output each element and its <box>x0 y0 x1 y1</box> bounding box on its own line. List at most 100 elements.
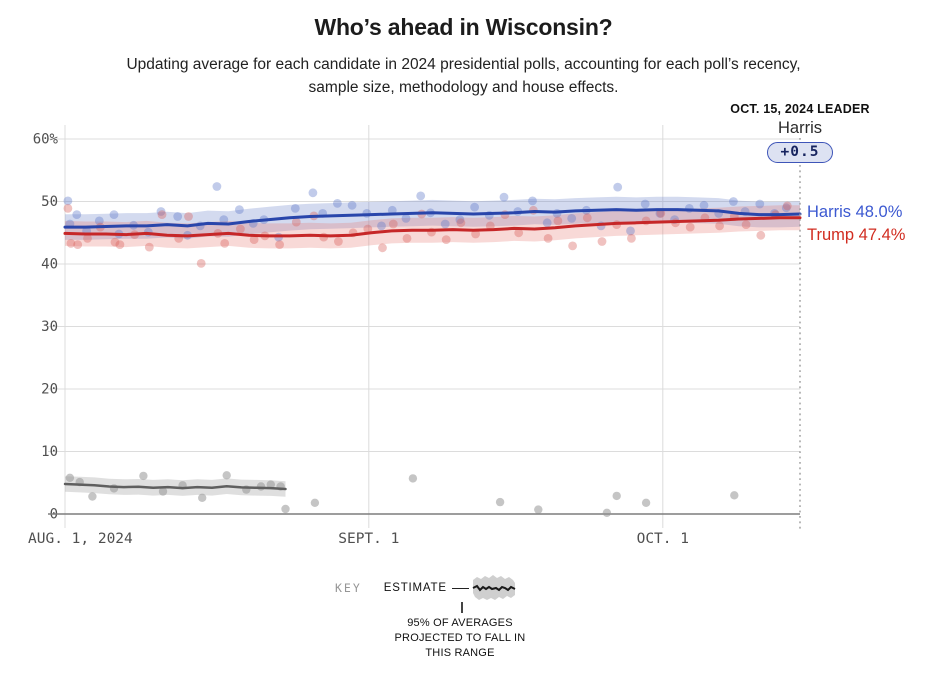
trump-end-label: Trump 47.4% <box>807 226 906 244</box>
harris-end-label: Harris 48.0% <box>807 203 903 221</box>
trump-poll-dot <box>582 213 592 223</box>
harris-poll-dot <box>63 196 73 206</box>
third_party-poll-dot <box>266 480 275 489</box>
trump-poll-dot <box>334 237 343 246</box>
harris-poll-dot <box>542 218 552 228</box>
third_party-poll-dot <box>158 487 168 496</box>
harris-poll-dot <box>613 182 623 192</box>
trump-poll-dot <box>685 222 695 232</box>
harris-poll-dot <box>455 215 465 225</box>
harris-poll-dot <box>333 199 342 208</box>
harris-poll-dot <box>308 188 318 198</box>
key-note-tick <box>461 602 463 613</box>
harris-poll-dot <box>377 221 386 231</box>
harris-poll-dot <box>626 226 635 236</box>
trump-poll-dot <box>441 235 451 245</box>
third_party-poll-dot <box>281 504 290 514</box>
third_party-poll-dot <box>65 473 75 482</box>
x-tick-label-61: OCT. 1 <box>637 531 689 547</box>
harris-poll-dot <box>528 196 537 206</box>
third_party-poll-dot <box>88 492 97 501</box>
trump-poll-dot <box>741 220 751 230</box>
third_party-poll-dot <box>310 498 320 507</box>
third_party-poll-dot <box>256 482 266 491</box>
third_party-poll-dot <box>139 471 148 481</box>
trump-poll-dot <box>157 210 167 220</box>
harris-poll-dot <box>72 210 82 220</box>
leader-margin-badge: +0.5 <box>766 142 834 163</box>
third_party-poll-dot <box>408 474 418 483</box>
trump-poll-dot <box>485 221 495 231</box>
harris-poll-dot <box>173 212 183 221</box>
harris-poll-dot <box>401 214 411 223</box>
trump-poll-dot <box>220 239 230 248</box>
trump-poll-dot <box>66 239 76 248</box>
y-tick-label-30: 30 <box>41 319 58 335</box>
harris-poll-dot <box>470 202 479 212</box>
trump-poll-dot <box>553 216 563 226</box>
harris-poll-dot <box>235 205 244 215</box>
third_party-poll-dot <box>730 491 739 500</box>
harris-poll-dot <box>781 203 791 213</box>
trump-poll-dot <box>656 209 666 218</box>
harris-poll-dot <box>640 199 650 209</box>
harris-poll-dot <box>440 219 450 229</box>
key-band-note: 95% OF AVERAGES PROJECTED TO FALL IN THI… <box>394 617 526 659</box>
key-connector-line <box>451 587 469 589</box>
third_party-poll-dot <box>222 471 231 480</box>
trump-poll-dot <box>363 224 373 234</box>
third_party-poll-dot <box>602 508 612 517</box>
trump-poll-dot <box>115 240 125 250</box>
trump-poll-dot <box>291 217 301 227</box>
harris-uncertainty-band <box>65 196 800 240</box>
leader-name: Harris <box>778 119 822 137</box>
harris-poll-dot <box>156 207 166 216</box>
trump-poll-dot <box>184 212 193 221</box>
key-estimate-label: ESTIMATE <box>383 582 447 594</box>
harris-poll-dot <box>290 204 300 213</box>
trump-poll-dot <box>196 259 206 268</box>
harris-poll-dot <box>499 192 509 202</box>
page-subtitle: Updating average for each candidate in 2… <box>0 53 927 99</box>
page-title: Who’s ahead in Wisconsin? <box>314 14 613 40</box>
x-tick-label-0: AUG. 1, 2024 <box>28 531 133 547</box>
trump-poll-dot <box>568 241 577 251</box>
trump-uncertainty-band <box>65 205 800 249</box>
harris-poll-dot <box>94 216 104 226</box>
third_party-poll-dot <box>641 498 651 507</box>
trump-poll-dot <box>456 218 466 228</box>
key-estimate-swatch-icon <box>472 575 516 600</box>
third_party-poll-dot <box>495 497 505 507</box>
trump-poll-dot <box>782 201 792 211</box>
y-tick-label-20: 20 <box>41 382 58 398</box>
trump-poll-dot <box>275 240 284 250</box>
trump-poll-dot <box>144 242 154 252</box>
trump-poll-dot <box>249 235 259 245</box>
trump-poll-dot <box>627 234 636 243</box>
harris-average-line <box>63 208 802 229</box>
trump-poll-dot <box>388 219 398 229</box>
trump-poll-dot <box>378 243 387 253</box>
trump-poll-dot <box>402 234 412 243</box>
trump-poll-dot <box>715 221 724 231</box>
harris-poll-dot <box>755 199 765 209</box>
subtitle-line-1: Updating average for each candidate in 2… <box>126 56 801 73</box>
leader-date-label: OCT. 15, 2024 LEADER <box>730 102 870 116</box>
trump-average-line <box>63 216 802 238</box>
harris-poll-dot <box>219 215 229 225</box>
harris-poll-dot <box>655 209 665 218</box>
trump-poll-dot <box>63 204 73 213</box>
y-tick-label-40: 40 <box>41 257 58 273</box>
harris-poll-dot <box>699 200 709 210</box>
harris-poll-dot <box>109 210 119 220</box>
y-tick-label-50: 50 <box>41 194 58 210</box>
subtitle-line-2: sample size, methodology and house effec… <box>308 79 619 96</box>
key-label: KEY <box>335 581 362 595</box>
harris-poll-dot <box>416 191 426 201</box>
trump-poll-dot <box>73 240 83 250</box>
third_party-poll-dot <box>198 493 207 502</box>
third_party-poll-dot <box>534 505 543 514</box>
trump-poll-dot <box>597 237 607 246</box>
